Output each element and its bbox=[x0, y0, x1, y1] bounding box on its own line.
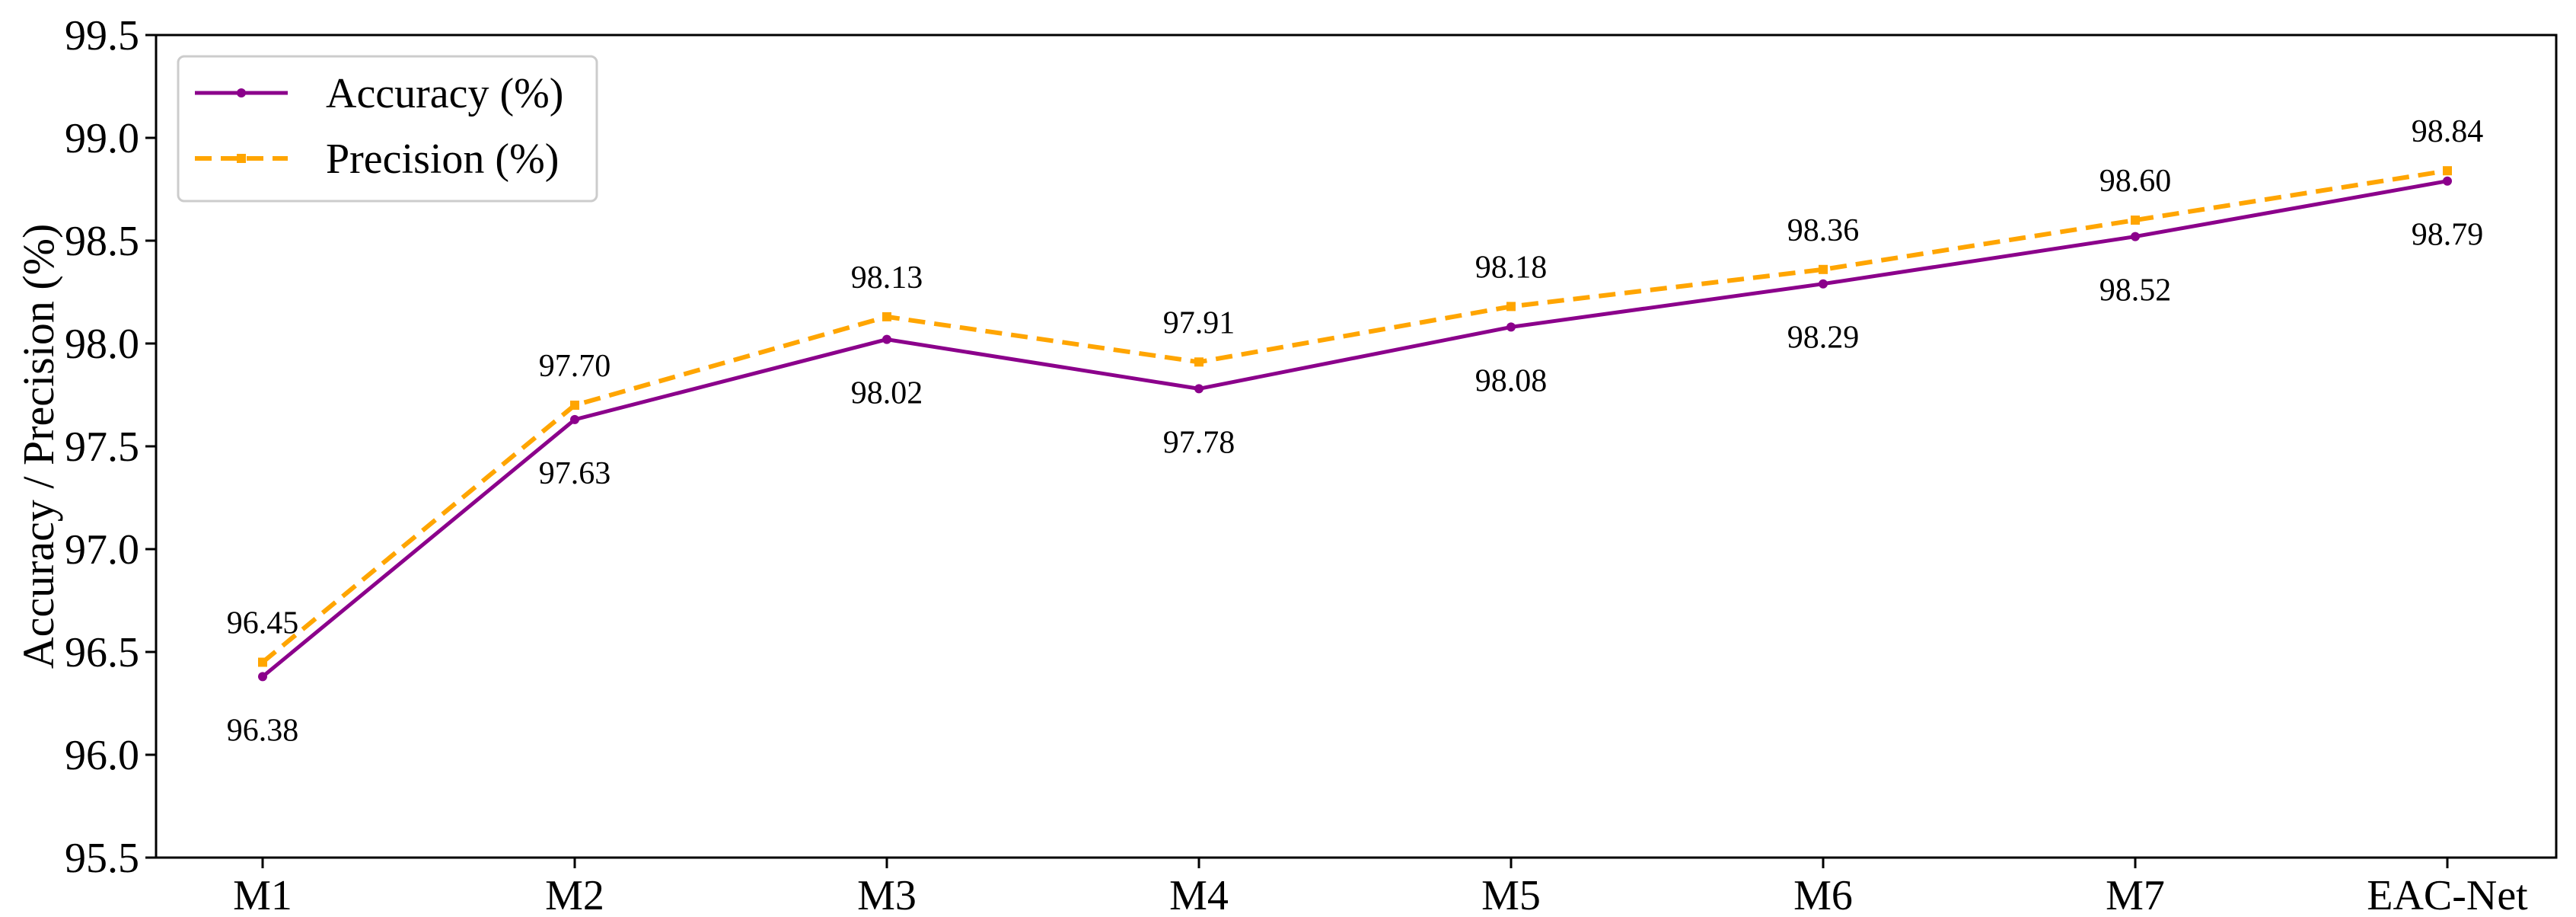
data-labels: 96.38 97.63 98.02 97.78 98.08 98.29 98.52 98.79… bbox=[227, 114, 2484, 748]
x-tick-label: M3 bbox=[857, 872, 917, 917]
accuracy-data-label: 98.79 bbox=[2412, 218, 2484, 253]
series-line-accuracy bbox=[261, 179, 2448, 679]
precision-point bbox=[1819, 264, 1828, 274]
precision-point bbox=[2443, 166, 2452, 176]
accuracy-point bbox=[1819, 279, 1828, 289]
precision-data-label: 98.18 bbox=[1475, 250, 1548, 285]
precision-data-label: 97.70 bbox=[539, 349, 611, 384]
y-axis-label: Accuracy / Precision (%) bbox=[14, 224, 63, 669]
accuracy-data-label: 97.78 bbox=[1163, 425, 1235, 460]
precision-data-label: 96.45 bbox=[227, 606, 299, 641]
precision-data-label: 98.84 bbox=[2412, 114, 2484, 149]
x-tick-label: M2 bbox=[545, 872, 604, 917]
y-tick-label: 99.5 bbox=[65, 12, 139, 59]
precision-data-label: 97.91 bbox=[1163, 305, 1235, 340]
x-tick-label: EAC-Net bbox=[2367, 872, 2528, 917]
x-tick-label: M7 bbox=[2106, 872, 2165, 917]
legend-label: Accuracy (%) bbox=[326, 70, 563, 117]
series-layer bbox=[258, 166, 2452, 682]
precision-point bbox=[2131, 216, 2140, 225]
precision-point bbox=[1506, 302, 1516, 312]
accuracy-point bbox=[2443, 176, 2452, 186]
precision-data-label: 98.60 bbox=[2099, 164, 2172, 199]
accuracy-data-label: 98.02 bbox=[851, 376, 923, 411]
series-line-precision bbox=[261, 168, 2448, 664]
accuracy-data-label: 97.63 bbox=[539, 456, 611, 491]
accuracy-data-label: 98.08 bbox=[1475, 363, 1548, 398]
precision-point bbox=[258, 657, 267, 667]
accuracy-data-label: 98.29 bbox=[1787, 321, 1860, 356]
y-tick-label: 96.0 bbox=[65, 732, 139, 779]
legend-marker bbox=[237, 154, 246, 163]
accuracy-data-label: 96.38 bbox=[227, 713, 299, 748]
x-tick-label: M1 bbox=[233, 872, 292, 917]
accuracy-point bbox=[258, 672, 267, 682]
axes: 95.5 96.0 96.5 97.0 97.5 98.0 98.5 99.0 99.5 M1 M2… bbox=[14, 12, 2558, 917]
accuracy-point bbox=[882, 334, 891, 344]
precision-point bbox=[570, 401, 579, 410]
y-tick-label: 96.5 bbox=[65, 629, 139, 676]
accuracy-point bbox=[1506, 322, 1516, 332]
accuracy-point bbox=[1194, 384, 1204, 394]
legend: Accuracy (%) Precision (%) bbox=[177, 55, 598, 203]
accuracy-point bbox=[2131, 232, 2140, 241]
accuracy-point bbox=[570, 414, 579, 424]
y-tick-label: 98.0 bbox=[65, 321, 139, 368]
precision-data-label: 98.13 bbox=[851, 260, 923, 296]
legend-marker bbox=[237, 88, 246, 97]
legend-label: Precision (%) bbox=[326, 136, 559, 183]
x-tick-label: M5 bbox=[1481, 872, 1541, 917]
y-tick-label: 99.0 bbox=[65, 115, 139, 162]
y-tick-label: 97.0 bbox=[65, 526, 139, 574]
y-tick-label: 97.5 bbox=[65, 423, 139, 471]
y-tick-label: 95.5 bbox=[65, 835, 139, 882]
precision-point bbox=[1194, 357, 1204, 367]
accuracy-data-label: 98.52 bbox=[2099, 273, 2172, 308]
x-tick-label: M4 bbox=[1169, 872, 1229, 917]
precision-data-label: 98.36 bbox=[1787, 213, 1860, 248]
y-tick-label: 98.5 bbox=[65, 218, 139, 265]
x-tick-label: M6 bbox=[1793, 872, 1853, 917]
precision-point bbox=[882, 312, 891, 321]
